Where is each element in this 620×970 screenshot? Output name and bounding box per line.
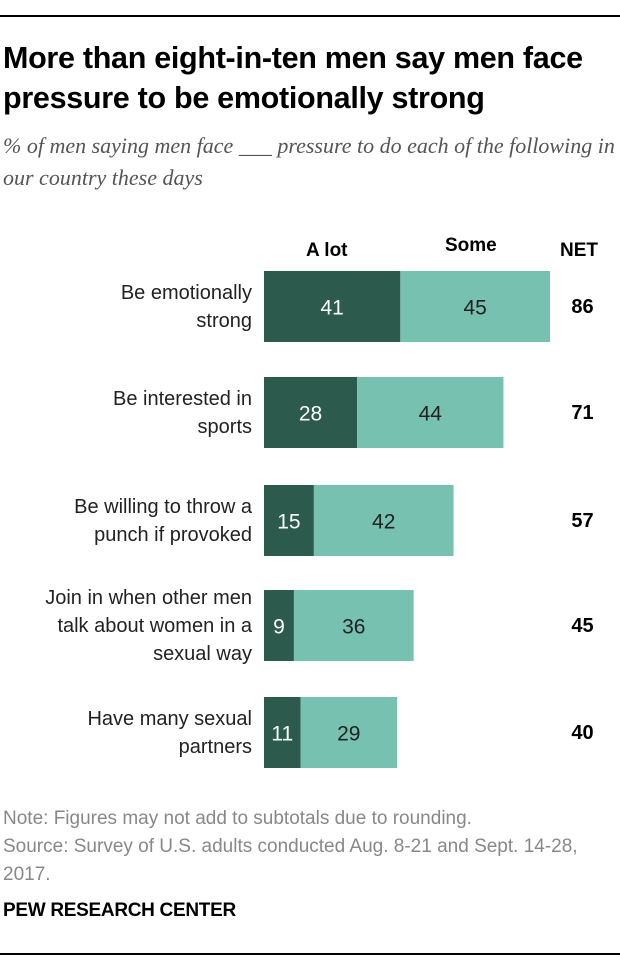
footnote: Note: Figures may not add to subtotals d… [3, 805, 615, 889]
chart-title: More than eight-in-ten men say men face … [3, 41, 583, 115]
column-header-some: Some [445, 235, 497, 256]
net-value-5: 40 [571, 721, 594, 744]
bar-a-lot-1 [264, 271, 401, 342]
bar-some-5 [300, 697, 398, 768]
value-label-a-lot-3: 15 [277, 511, 300, 534]
net-value-4: 45 [571, 614, 594, 637]
net-value-1: 86 [571, 295, 594, 318]
bar-some-4 [293, 590, 414, 661]
category-label-4: Join in when other men talk about women i… [0, 584, 252, 668]
category-label-line: Be willing to throw a [74, 495, 252, 518]
net-value-3: 57 [571, 509, 594, 532]
column-header-a-lot: A lot [306, 240, 348, 261]
value-label-some-3: 42 [372, 511, 395, 534]
chart-subtitle: % of men saying men face ___ pressure to… [3, 133, 615, 190]
bar-a-lot-2 [264, 377, 358, 448]
category-label-line: partners [178, 735, 252, 758]
bar-some-3 [313, 485, 454, 556]
value-label-a-lot-1: 41 [320, 297, 343, 320]
pew-research-center-logo: PEW RESEARCH CENTER [3, 900, 236, 921]
net-value-2: 71 [571, 401, 594, 424]
value-label-a-lot-5: 11 [271, 723, 293, 746]
top-rule [0, 15, 620, 17]
bar-a-lot-3 [264, 485, 314, 556]
column-header-net: NET [560, 240, 598, 261]
category-label-line: punch if provoked [94, 523, 252, 546]
note-text: Note: Figures may not add to subtotals d… [3, 808, 472, 829]
bar-a-lot-5 [264, 697, 301, 768]
value-label-some-2: 44 [419, 403, 443, 426]
category-label-5: Have many sexual partners [0, 705, 252, 761]
bar-a-lot-4 [264, 590, 294, 661]
source-text: Source: Survey of U.S. adults conducted … [3, 836, 578, 885]
bar-some-1 [400, 271, 550, 342]
category-label-1: Be emotionally strong [0, 279, 252, 335]
value-label-some-1: 45 [463, 297, 486, 320]
value-label-some-4: 36 [342, 616, 365, 639]
category-label-line: Be emotionally [120, 281, 252, 304]
category-label-line: strong [196, 309, 252, 332]
category-label-line: sports [197, 415, 252, 438]
value-label-a-lot-2: 28 [299, 403, 322, 426]
value-label-some-5: 29 [337, 723, 360, 746]
category-label-3: Be willing to throw a punch if provoked [0, 493, 252, 549]
category-label-line: talk about women in a [57, 614, 252, 637]
value-label-a-lot-4: 9 [273, 616, 285, 639]
category-label-line: Be interested in [113, 387, 252, 410]
bar-some-2 [357, 377, 504, 448]
category-label-line: Join in when other men [45, 586, 252, 609]
bottom-rule [0, 953, 620, 955]
category-label-line: sexual way [153, 642, 252, 665]
category-label-2: Be interested in sports [0, 385, 252, 441]
category-label-line: Have many sexual [87, 707, 252, 730]
